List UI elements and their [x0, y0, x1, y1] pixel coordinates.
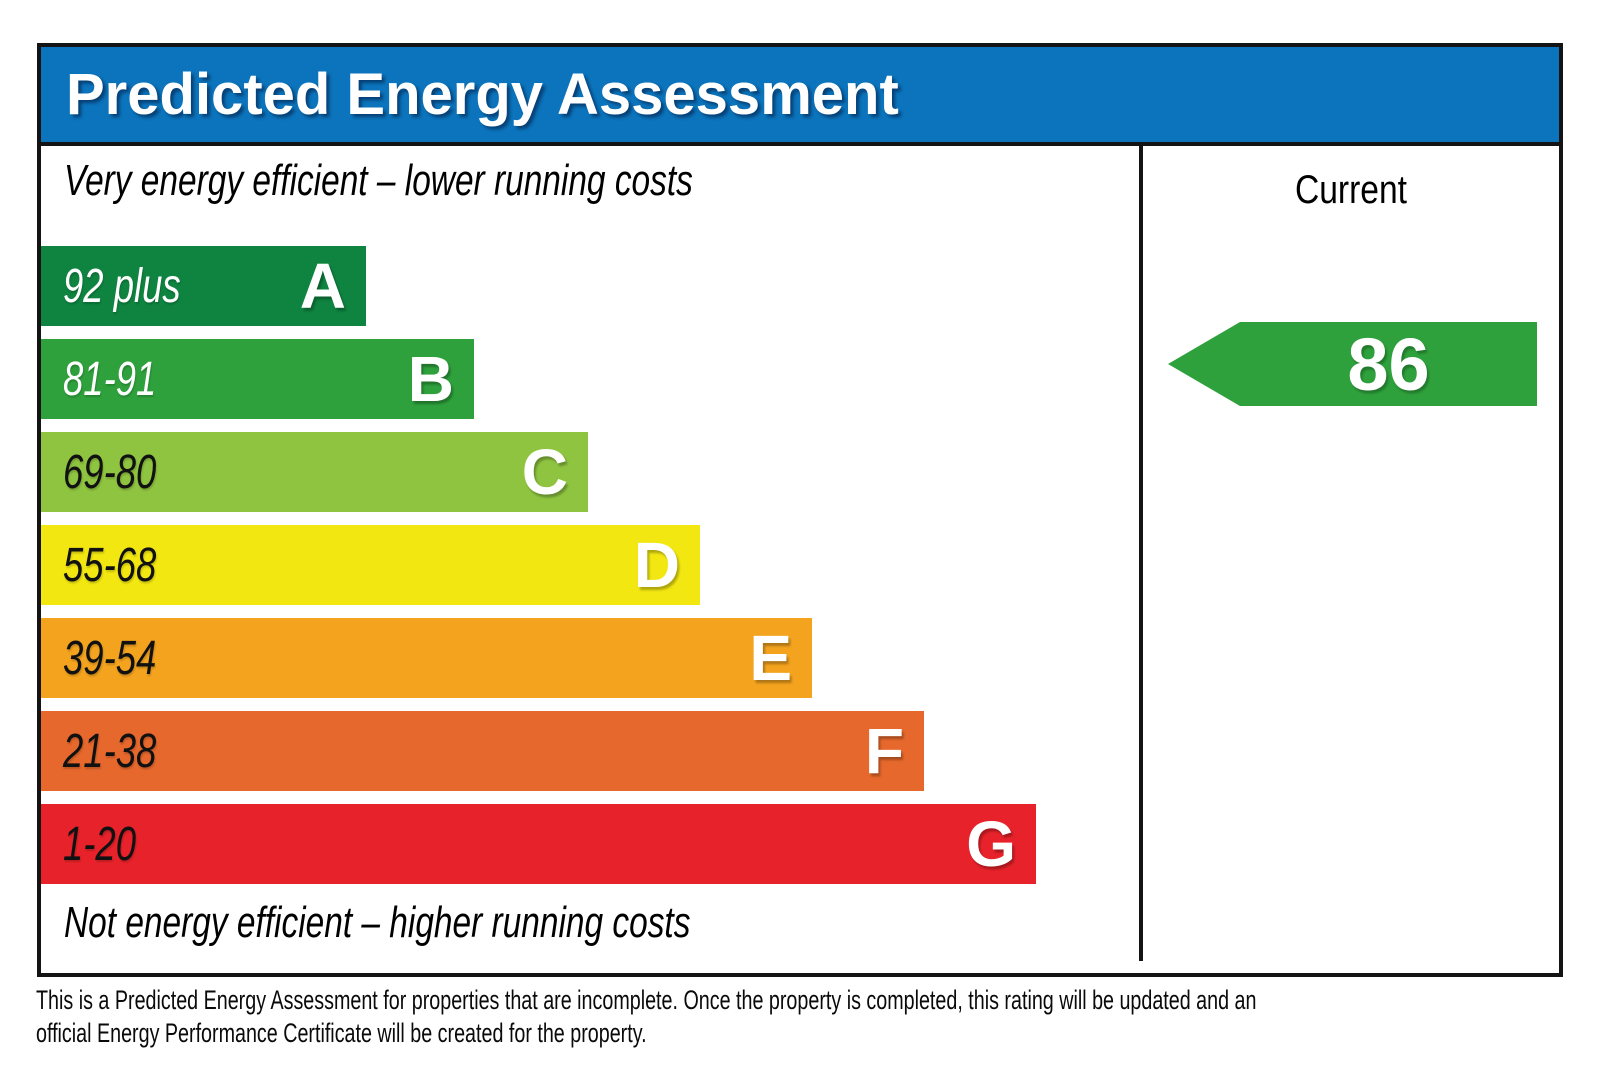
assessment-body: Very energy efficient – lower running co…	[41, 146, 1559, 961]
rating-bands: 92 plus A 81-91 B 69-80 C 55-68 D 39-54 …	[41, 246, 1139, 897]
caption-very-efficient: Very energy efficient – lower running co…	[64, 156, 693, 205]
band-bar: 1-20 G	[41, 804, 1036, 884]
footer-note: This is a Predicted Energy Assessment fo…	[36, 984, 1600, 1051]
current-column-header: Current	[1294, 168, 1408, 212]
current-rating-value: 86	[1347, 322, 1430, 406]
band-row: 39-54 E	[41, 618, 1139, 698]
band-range-label: 39-54	[63, 631, 157, 685]
band-range-label: 1-20	[63, 817, 137, 871]
current-rating-arrow: 86	[1168, 322, 1537, 406]
band-row: 55-68 D	[41, 525, 1139, 605]
column-divider	[1139, 146, 1143, 961]
band-letter: C	[521, 436, 568, 508]
band-letter: G	[966, 808, 1016, 880]
band-row: 81-91 B	[41, 339, 1139, 419]
band-bar: 92 plus A	[41, 246, 366, 326]
band-letter: B	[407, 343, 454, 415]
footer-line-2: official Energy Performance Certificate …	[36, 1018, 647, 1049]
rating-chart: Very energy efficient – lower running co…	[41, 146, 1139, 961]
current-column: Current 86	[1143, 146, 1559, 961]
band-bar: 21-38 F	[41, 711, 924, 791]
band-row: 92 plus A	[41, 246, 1139, 326]
band-letter: E	[749, 622, 792, 694]
band-range-label: 21-38	[63, 724, 157, 778]
left-arrow-icon	[1168, 322, 1537, 406]
page-title: Predicted Energy Assessment	[66, 62, 899, 127]
band-range-label: 69-80	[63, 445, 157, 499]
band-bar: 55-68 D	[41, 525, 700, 605]
band-row: 21-38 F	[41, 711, 1139, 791]
band-range-label: 92 plus	[63, 259, 181, 313]
band-bar: 81-91 B	[41, 339, 474, 419]
band-bar: 69-80 C	[41, 432, 588, 512]
band-range-label: 55-68	[63, 538, 157, 592]
band-row: 69-80 C	[41, 432, 1139, 512]
band-letter: F	[864, 715, 904, 787]
header-bar: Predicted Energy Assessment	[41, 47, 1559, 146]
band-letter: A	[299, 250, 346, 322]
band-letter: D	[633, 529, 680, 601]
assessment-box: Predicted Energy Assessment Very energy …	[37, 43, 1563, 977]
footer-line-1: This is a Predicted Energy Assessment fo…	[36, 985, 1257, 1015]
band-range-label: 81-91	[63, 352, 157, 406]
band-bar: 39-54 E	[41, 618, 812, 698]
band-row: 1-20 G	[41, 804, 1139, 884]
caption-not-efficient: Not energy efficient – higher running co…	[64, 898, 691, 947]
